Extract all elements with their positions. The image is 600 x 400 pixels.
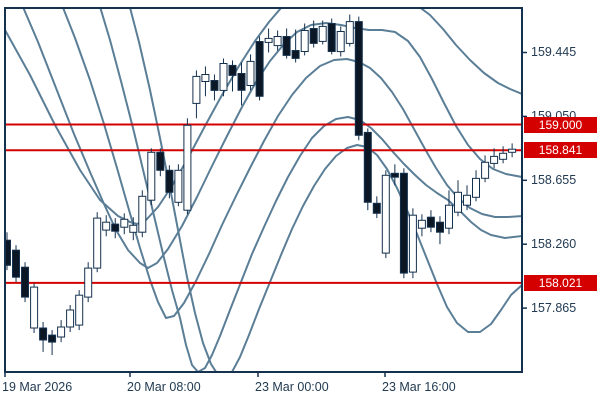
candlestick[interactable] bbox=[481, 161, 490, 179]
price-line-badge[interactable]: 159.000 bbox=[524, 116, 597, 133]
candlestick[interactable] bbox=[84, 267, 93, 298]
candlestick[interactable] bbox=[445, 204, 453, 229]
plot-border bbox=[4, 7, 523, 373]
candlestick[interactable] bbox=[318, 25, 327, 42]
band-lower-outer bbox=[129, 9, 521, 371]
candlestick[interactable] bbox=[147, 151, 156, 201]
candlestick[interactable] bbox=[399, 172, 408, 274]
candlestick[interactable] bbox=[327, 23, 336, 52]
band-upper-inner bbox=[22, 9, 521, 269]
candlestick[interactable] bbox=[201, 74, 210, 82]
y-axis-label: 157.865 bbox=[531, 300, 577, 315]
candlestick[interactable] bbox=[426, 216, 435, 228]
candlestick[interactable] bbox=[183, 124, 192, 211]
candlestick[interactable] bbox=[246, 60, 255, 87]
y-axis-label: 158.655 bbox=[531, 172, 577, 187]
x-axis-label: 23 Mar 00:00 bbox=[255, 380, 329, 394]
candlestick[interactable] bbox=[102, 221, 111, 231]
candlestick[interactable] bbox=[210, 80, 219, 91]
band-upper-outer bbox=[6, 9, 521, 225]
candlestick[interactable] bbox=[336, 31, 345, 53]
candlestick[interactable] bbox=[93, 217, 102, 269]
candlestick[interactable] bbox=[300, 30, 309, 52]
candlestick[interactable] bbox=[165, 169, 174, 193]
candlestick[interactable] bbox=[508, 148, 517, 153]
candlestick[interactable] bbox=[417, 219, 426, 229]
candlestick[interactable] bbox=[75, 294, 84, 326]
band-middle bbox=[62, 9, 521, 319]
y-axis-label: 159.445 bbox=[531, 45, 577, 59]
candlestick[interactable] bbox=[264, 37, 273, 43]
candlestick[interactable] bbox=[237, 73, 246, 91]
candlestick[interactable] bbox=[156, 151, 165, 171]
x-axis-label: 23 Mar 16:00 bbox=[382, 380, 456, 394]
candlestick[interactable] bbox=[499, 152, 508, 160]
candlestick[interactable] bbox=[39, 327, 48, 341]
candlestick[interactable] bbox=[354, 21, 363, 136]
candlestick[interactable] bbox=[138, 195, 147, 233]
candlestick[interactable] bbox=[436, 221, 444, 233]
candlestick[interactable] bbox=[255, 41, 264, 97]
candlestick[interactable] bbox=[30, 286, 39, 329]
candlestick[interactable] bbox=[48, 334, 57, 343]
candlestick[interactable] bbox=[309, 28, 318, 44]
candlestick[interactable] bbox=[454, 191, 462, 213]
candlestick[interactable] bbox=[273, 36, 282, 47]
price-line-badge[interactable]: 158.841 bbox=[524, 142, 597, 159]
candlestick[interactable] bbox=[408, 214, 417, 273]
band-lower-inner bbox=[99, 9, 521, 371]
candlestick[interactable] bbox=[490, 155, 499, 164]
price-line-badge[interactable]: 158.021 bbox=[524, 274, 597, 291]
candlestick[interactable] bbox=[472, 177, 480, 198]
candlestick[interactable] bbox=[12, 249, 20, 278]
candlestick[interactable] bbox=[363, 131, 372, 203]
candlestick[interactable] bbox=[228, 64, 237, 76]
x-axis-label: 19 Mar 2026 bbox=[2, 380, 73, 394]
candlestick[interactable] bbox=[192, 75, 201, 104]
candlestick[interactable] bbox=[21, 266, 29, 298]
candlestick[interactable] bbox=[57, 326, 66, 338]
candlestick[interactable] bbox=[66, 309, 75, 328]
candlestick[interactable] bbox=[463, 194, 471, 206]
candlestick[interactable] bbox=[219, 63, 228, 91]
candlestick[interactable] bbox=[111, 223, 120, 232]
candlestick[interactable] bbox=[381, 174, 390, 254]
candlestick[interactable] bbox=[291, 50, 300, 59]
candlestick[interactable] bbox=[282, 36, 291, 56]
candlestick[interactable] bbox=[345, 21, 354, 44]
candlestick[interactable] bbox=[4, 239, 11, 266]
x-axis-label: 20 Mar 08:00 bbox=[127, 380, 201, 394]
candlestick[interactable] bbox=[390, 172, 399, 178]
y-axis-label: 158.260 bbox=[531, 236, 577, 251]
candlestick[interactable] bbox=[120, 218, 129, 228]
candlestick[interactable] bbox=[129, 224, 138, 233]
candlestick[interactable] bbox=[372, 202, 381, 214]
candlestick[interactable] bbox=[174, 169, 183, 203]
